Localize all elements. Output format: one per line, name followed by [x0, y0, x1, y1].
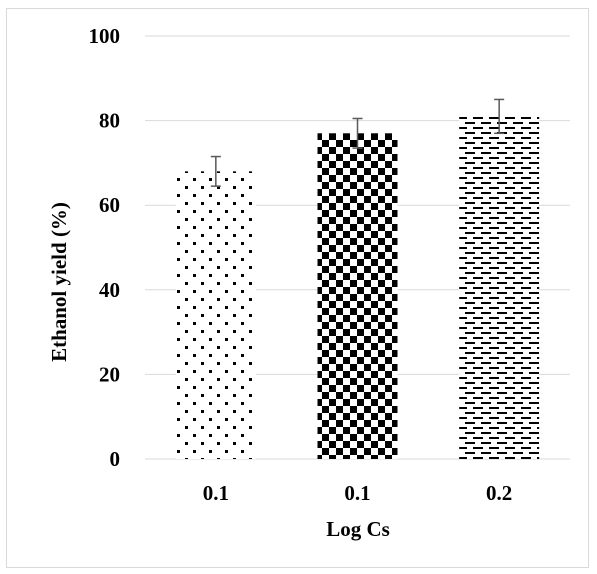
y-tick-label: 100: [89, 24, 121, 48]
bar: [459, 116, 540, 460]
bars: [175, 116, 540, 460]
y-tick-label: 20: [99, 362, 120, 386]
bar: [175, 171, 256, 460]
error-bars: [210, 98, 505, 187]
y-tick-label: 0: [110, 447, 121, 471]
y-tick-label: 40: [99, 278, 120, 302]
y-tick-label: 60: [99, 193, 120, 217]
x-axis-title: Log Cs: [326, 517, 390, 541]
bar: [317, 133, 398, 460]
y-tick-label: 80: [99, 109, 120, 133]
x-axis-ticks: 0.1 0.1 0.2: [203, 481, 513, 505]
y-axis-ticks: 0 20 40 60 80 100: [89, 24, 121, 471]
x-tick-label: 0.1: [344, 481, 370, 505]
x-tick-label: 0.2: [486, 481, 512, 505]
y-axis-title: Ethanol yield (%): [47, 202, 71, 362]
x-tick-label: 0.1: [203, 481, 229, 505]
